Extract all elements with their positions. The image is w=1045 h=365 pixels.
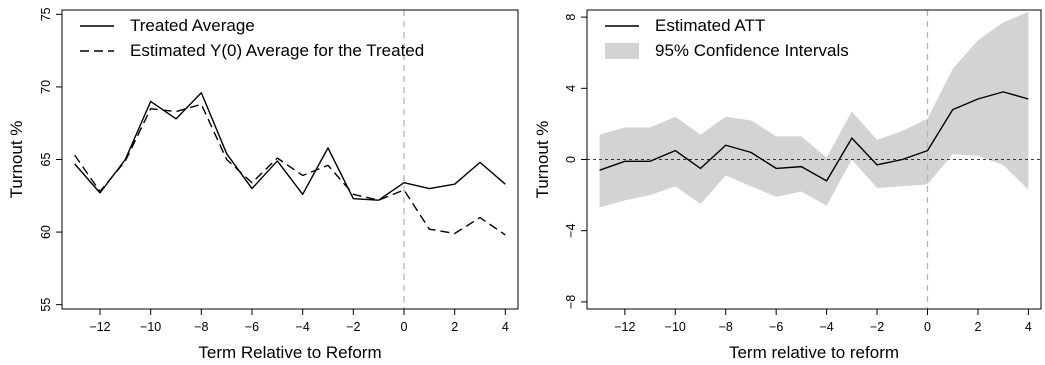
legend: Estimated ATT 95% Confidence Intervals [605, 16, 849, 60]
x-tick-label: 4 [1025, 320, 1032, 334]
x-axis-title: Term relative to reform [729, 343, 899, 362]
x-tick-label: −10 [140, 320, 161, 334]
x-tick-label: −12 [89, 320, 110, 334]
legend-label: Estimated Y(0) Average for the Treated [130, 41, 424, 60]
x-tick-label: −6 [245, 320, 259, 334]
y-tick-label: 0 [564, 156, 578, 163]
legend: Treated Average Estimated Y(0) Average fo… [80, 16, 424, 60]
x-tick-label: 0 [401, 320, 408, 334]
y-axis-title: Turnout % [7, 121, 26, 199]
x-tick-label: −4 [819, 320, 833, 334]
y-tick-label: 60 [39, 225, 53, 239]
chart-panel-2: −12 −10 −8 −6 −4 −2 0 2 4 −8 −4 0 4 8 Term relative to… [533, 9, 1042, 362]
x-tick-label: 0 [924, 320, 931, 334]
x-tick-label: −2 [870, 320, 884, 334]
y-tick-label: 70 [39, 80, 53, 94]
y-tick-label: 4 [564, 85, 578, 92]
x-tick-label: −4 [296, 320, 310, 334]
x-tick-label: −10 [665, 320, 686, 334]
chart-panel-1: −12 −10 −8 −6 −4 −2 0 2 4 55 60 65 70 75 Term Relative… [7, 7, 519, 362]
y-tick-label: 8 [564, 14, 578, 21]
legend-label: Treated Average [130, 16, 255, 35]
series-line-1 [599, 91, 1029, 182]
x-tick-label: −2 [346, 320, 360, 334]
y-tick-label: 65 [39, 153, 53, 167]
series-line-2 [74, 103, 506, 236]
x-tick-label: −8 [194, 320, 208, 334]
legend-label: Estimated ATT [655, 16, 765, 35]
x-tick-label: −6 [769, 320, 783, 334]
y-tick-label: 55 [39, 298, 53, 312]
x-tick-label: 4 [502, 320, 509, 334]
y-tick-label: −4 [564, 224, 578, 238]
confidence-band [599, 11, 1029, 208]
x-tick-label: −8 [719, 320, 733, 334]
x-tick-label: 2 [451, 320, 458, 334]
y-tick-label: −8 [564, 295, 578, 309]
x-tick-label: 2 [974, 320, 981, 334]
x-tick-label: −12 [614, 320, 635, 334]
y-tick-label: 75 [39, 7, 53, 21]
legend-band-swatch [605, 43, 639, 59]
series-line-1 [74, 92, 506, 201]
y-axis-title: Turnout % [533, 121, 552, 199]
x-axis-title: Term Relative to Reform [198, 343, 381, 362]
legend-label: 95% Confidence Intervals [655, 41, 849, 60]
